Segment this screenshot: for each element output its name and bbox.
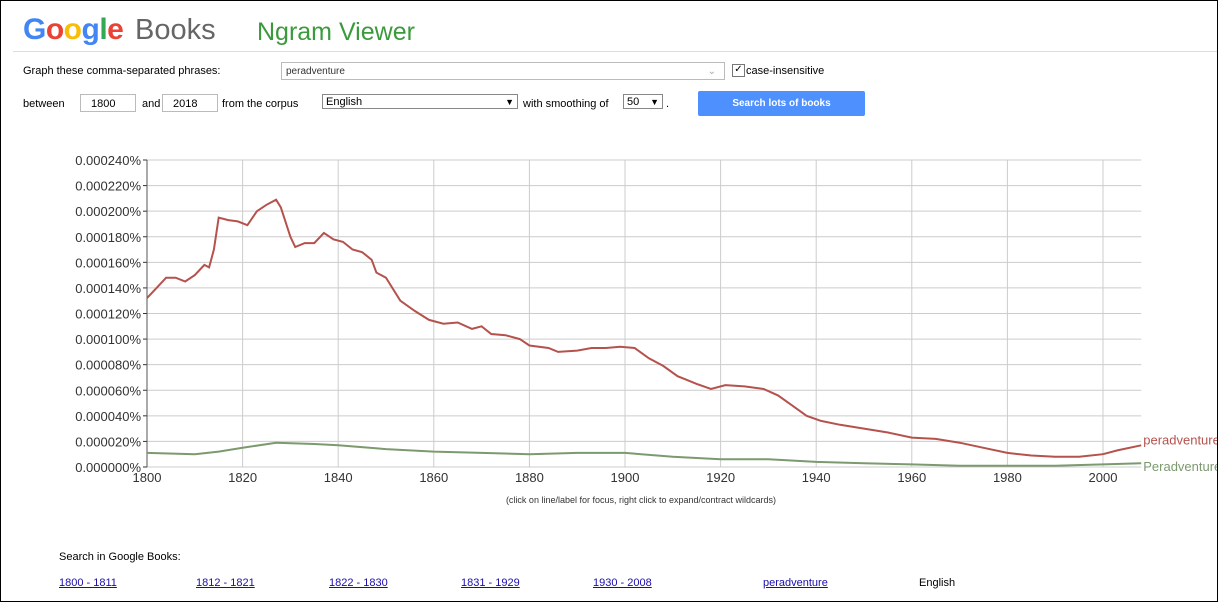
y-tick-label: 0.000100% (75, 332, 141, 347)
phrases-value: peradventure (286, 66, 345, 77)
phrases-label: Graph these comma-separated phrases: (23, 65, 221, 77)
x-tick-label: 1980 (993, 470, 1022, 485)
footer-corpus: English (919, 577, 955, 589)
smoothing-select[interactable]: 50▼ (623, 94, 663, 109)
y-tick-label: 0.000060% (75, 383, 141, 398)
y-tick-label: 0.000160% (75, 255, 141, 270)
book-link[interactable]: peradventure (763, 577, 828, 589)
books-title: Books (135, 14, 216, 47)
book-link[interactable]: 1831 - 1929 (461, 577, 520, 589)
x-tick-label: 2000 (1089, 470, 1118, 485)
series-line (147, 443, 1141, 466)
and-label: and (142, 98, 160, 110)
book-link[interactable]: 1812 - 1821 (196, 577, 255, 589)
chart: (click on line/label for focus, right cl… (1, 141, 1217, 521)
x-tick-label: 1820 (228, 470, 257, 485)
book-link[interactable]: 1800 - 1811 (59, 577, 117, 589)
start-year-input[interactable]: 1800 (80, 94, 136, 112)
y-tick-label: 0.000000% (75, 460, 141, 475)
smoothing-value: 50 (627, 96, 639, 108)
search-button[interactable]: Search lots of books (698, 91, 865, 116)
x-tick-label: 1900 (611, 470, 640, 485)
x-tick-label: 1940 (802, 470, 831, 485)
book-link[interactable]: 1930 - 2008 (593, 577, 652, 589)
y-tick-label: 0.000140% (75, 281, 141, 296)
divider (13, 51, 1217, 52)
chart-note: (click on line/label for focus, right cl… (506, 495, 776, 505)
corpus-select[interactable]: English▼ (322, 94, 518, 109)
corpus-value: English (326, 96, 362, 108)
period: . (666, 98, 669, 110)
y-tick-label: 0.000020% (75, 434, 141, 449)
logo: Google (23, 13, 123, 47)
page: Google Books Ngram Viewer Graph these co… (0, 0, 1218, 602)
x-tick-label: 1860 (419, 470, 448, 485)
between-label: between (23, 98, 65, 110)
x-tick-label: 1960 (897, 470, 926, 485)
phrases-input[interactable]: peradventure⌄ (281, 62, 725, 80)
checkbox[interactable]: ✓ (732, 64, 745, 77)
ngram-title: Ngram Viewer (257, 18, 415, 47)
series-line (147, 200, 1141, 457)
x-tick-label: 1800 (133, 470, 162, 485)
y-tick-label: 0.000040% (75, 409, 141, 424)
y-tick-label: 0.000080% (75, 358, 141, 373)
x-tick-label: 1920 (706, 470, 735, 485)
y-tick-label: 0.000240% (75, 153, 141, 168)
series-label: Peradventure (1143, 459, 1217, 474)
y-tick-label: 0.000120% (75, 307, 141, 322)
end-year-input[interactable]: 2018 (162, 94, 218, 112)
y-tick-label: 0.000200% (75, 204, 141, 219)
case-insensitive-label: case-insensitive (746, 65, 824, 77)
corpus-label: from the corpus (222, 98, 298, 110)
y-tick-label: 0.000220% (75, 179, 141, 194)
x-tick-label: 1880 (515, 470, 544, 485)
x-tick-label: 1840 (324, 470, 353, 485)
series-label: peradventure (1143, 432, 1217, 447)
search-label: Search in Google Books: (59, 551, 181, 563)
y-tick-label: 0.000180% (75, 230, 141, 245)
smoothing-label: with smoothing of (523, 98, 609, 110)
book-link[interactable]: 1822 - 1830 (329, 577, 388, 589)
